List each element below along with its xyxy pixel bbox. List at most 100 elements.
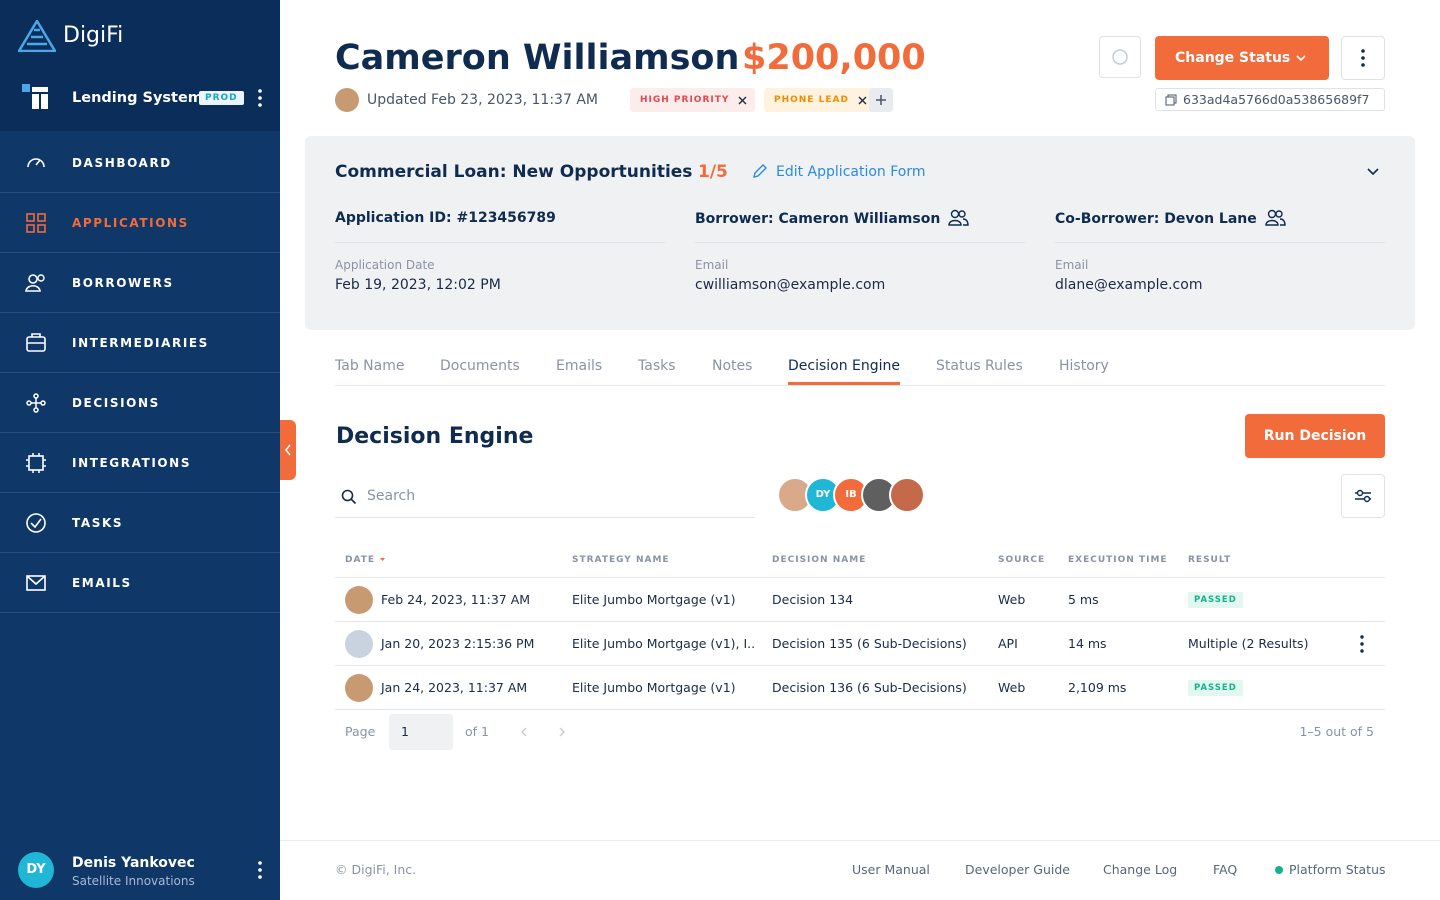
- app-id-chip[interactable]: 633ad4a5766d0a53865689f7: [1155, 88, 1385, 111]
- more-icon: [1361, 49, 1365, 67]
- sidebar: DigiFi Lending System PROD DASHBOARD APPL…: [0, 0, 280, 900]
- page-range: 1–5 out of 5: [1299, 724, 1374, 739]
- tag-label: HIGH PRIORITY: [640, 95, 730, 105]
- column-header-label: SOURCE: [998, 555, 1046, 565]
- footer-link[interactable]: Change Log: [1103, 862, 1178, 877]
- updated-text: Updated Feb 23, 2023, 11:37 AM: [367, 92, 598, 108]
- table-cell: Web: [998, 680, 1026, 695]
- nav-label: EMAILS: [72, 576, 132, 590]
- search-icon: [341, 489, 357, 505]
- env-badge: PROD: [199, 91, 244, 105]
- edit-form-link[interactable]: Edit Application Form: [752, 162, 926, 182]
- field-label: Application Date: [335, 258, 435, 272]
- heading-text: Application ID: #123456789: [335, 210, 556, 226]
- run-decision-button[interactable]: Run Decision: [1245, 414, 1385, 458]
- nav-item[interactable]: INTERMEDIARIES: [0, 313, 280, 373]
- system-name[interactable]: Lending System: [72, 90, 203, 106]
- search-placeholder: Search: [367, 488, 416, 504]
- refresh-button[interactable]: [1099, 36, 1141, 78]
- column-header: STRATEGY NAME: [572, 552, 670, 568]
- loan-amount: $200,000: [742, 38, 926, 78]
- footer-link[interactable]: FAQ: [1213, 862, 1238, 877]
- field-label: Email: [1055, 258, 1089, 272]
- footer-link[interactable]: Developer Guide: [965, 862, 1070, 877]
- filter-button[interactable]: [1341, 474, 1385, 518]
- user-org: Satellite Innovations: [72, 874, 195, 888]
- edit-icon: [753, 164, 767, 178]
- collapse-summary[interactable]: [1366, 166, 1380, 178]
- nav-icon: [26, 333, 46, 352]
- table-cell: Decision 134: [772, 592, 854, 607]
- nav-item[interactable]: DASHBOARD: [0, 133, 280, 193]
- edit-form-label: Edit Application Form: [776, 164, 926, 180]
- column-divider: [335, 242, 665, 243]
- collapse-toggle[interactable]: [280, 420, 296, 480]
- user-avatar: DY: [18, 852, 54, 888]
- nav-item[interactable]: APPLICATIONS: [0, 193, 280, 253]
- change-status-label: Change Status: [1175, 50, 1291, 66]
- summary-card: [305, 136, 1415, 330]
- table-cell: 14 ms: [1068, 636, 1107, 651]
- nav-icon: [26, 513, 46, 533]
- nav-item[interactable]: TASKS: [0, 493, 280, 553]
- column-header[interactable]: DATE: [345, 552, 386, 568]
- column-divider: [695, 242, 1025, 243]
- page-input[interactable]: 1: [389, 714, 453, 750]
- nav-icon: [27, 158, 45, 168]
- nav-item[interactable]: DECISIONS: [0, 373, 280, 433]
- prev-page[interactable]: [518, 726, 530, 738]
- table-cell: Jan 24, 2023, 11:37 AM: [381, 680, 528, 695]
- filter-icon: [1355, 489, 1371, 503]
- column-header-label: EXECUTION TIME: [1068, 555, 1168, 565]
- tab[interactable]: Documents: [440, 358, 520, 374]
- nav-item[interactable]: EMAILS: [0, 553, 280, 613]
- tab[interactable]: Emails: [556, 358, 603, 374]
- nav-icon: [26, 575, 46, 591]
- collapse-icon: [284, 444, 291, 456]
- row-divider: [335, 621, 1385, 622]
- tab[interactable]: Tab Name: [335, 358, 405, 374]
- column-header-label: DATE: [345, 555, 376, 565]
- tab[interactable]: Tasks: [638, 358, 676, 374]
- table-cell: Elite Jumbo Mortgage (v1), I..: [572, 636, 756, 651]
- row-divider: [335, 665, 1385, 666]
- page-total: of 1: [465, 724, 489, 739]
- tab[interactable]: Status Rules: [936, 358, 1023, 374]
- tab[interactable]: Decision Engine: [788, 358, 901, 374]
- system-menu[interactable]: [255, 88, 265, 108]
- refresh-icon: [1112, 49, 1128, 65]
- add-tag[interactable]: [869, 88, 893, 112]
- field-value: Feb 19, 2023, 12:02 PM: [335, 277, 501, 293]
- column-heading: Borrower: Cameron Williamson: [695, 208, 969, 229]
- brand-name: DigiFi: [63, 23, 124, 48]
- column-header: DECISION NAME: [772, 552, 866, 568]
- search-box[interactable]: Search: [335, 476, 755, 518]
- nav-item[interactable]: INTEGRATIONS: [0, 433, 280, 493]
- tab[interactable]: Notes: [712, 358, 753, 374]
- result-badge: PASSED: [1188, 592, 1243, 608]
- tag-label: PHONE LEAD: [774, 95, 849, 105]
- nav-label: INTEGRATIONS: [72, 456, 192, 470]
- people-icon: [948, 209, 969, 226]
- tab[interactable]: History: [1059, 358, 1109, 374]
- tag: PHONE LEAD: [764, 88, 875, 112]
- app-id: 633ad4a5766d0a53865689f7: [1183, 92, 1370, 107]
- table-cell: 2,109 ms: [1068, 680, 1127, 695]
- sort-icon: [380, 558, 386, 561]
- user-menu[interactable]: [255, 860, 265, 880]
- nav-item[interactable]: BORROWERS: [0, 253, 280, 313]
- tag: HIGH PRIORITY: [630, 88, 756, 112]
- summary-title: Commercial Loan: New Opportunities: [335, 162, 693, 182]
- table-cell: 5 ms: [1068, 592, 1099, 607]
- page-label: Page: [345, 724, 376, 739]
- user-name: Denis Yankovec: [72, 855, 195, 871]
- status-dot: [1275, 866, 1283, 874]
- row-divider: [335, 709, 1385, 710]
- more-button[interactable]: [1341, 36, 1385, 80]
- footer-link[interactable]: User Manual: [852, 862, 930, 877]
- tab-underline: [788, 382, 900, 385]
- table-cell: Elite Jumbo Mortgage (v1): [572, 680, 736, 695]
- change-status-button[interactable]: Change Status: [1155, 36, 1329, 80]
- footer-link[interactable]: Platform Status: [1289, 862, 1386, 877]
- next-page[interactable]: [556, 726, 568, 738]
